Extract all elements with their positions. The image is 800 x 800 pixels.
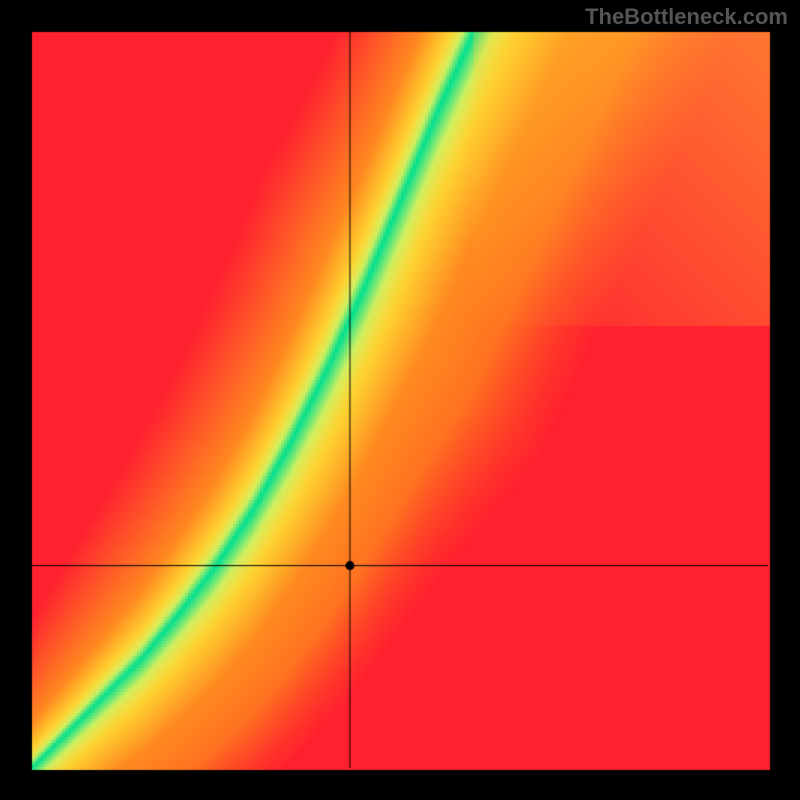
chart-container: TheBottleneck.com xyxy=(0,0,800,800)
bottleneck-heatmap xyxy=(0,0,800,800)
attribution-text: TheBottleneck.com xyxy=(585,4,788,30)
